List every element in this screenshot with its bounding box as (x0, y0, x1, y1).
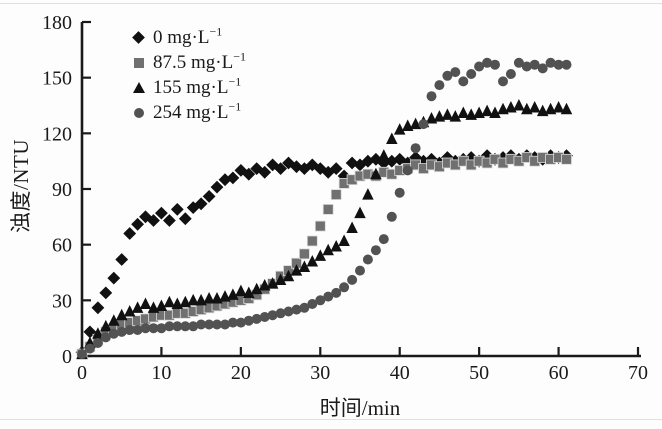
y-tick-label: 180 (42, 12, 72, 34)
series-square (76, 152, 572, 360)
legend: 0 mg·L−1 87.5 mg·L−1 155 mg·L−1 254 mg·L… (131, 25, 246, 125)
legend-label: 254 mg·L−1 (153, 99, 242, 123)
series-circle (77, 57, 572, 360)
legend-label: 87.5 mg·L−1 (153, 49, 246, 73)
x-axis-title: 时间/min (319, 396, 401, 420)
x-tick-label: 70 (628, 362, 648, 384)
y-tick-label: 120 (42, 123, 72, 145)
x-tick-label: 50 (469, 362, 489, 384)
x-tick-label: 30 (310, 362, 330, 384)
x-tick-label: 40 (390, 362, 410, 384)
y-tick-label: 30 (52, 290, 72, 312)
x-tick-label: 0 (77, 362, 87, 384)
legend-label: 155 mg·L−1 (153, 74, 242, 98)
y-tick-label: 60 (52, 235, 72, 257)
y-tick-label: 0 (62, 346, 72, 368)
bottom-rule (0, 419, 662, 420)
diamond-marker-icon (131, 31, 146, 44)
legend-label: 0 mg·L−1 (153, 24, 223, 48)
axes: 0 30 60 90 120 150 180 0 10 20 30 40 50 60 70 (42, 12, 648, 384)
y-tick-label: 90 (52, 179, 72, 201)
legend-item-87-5mg: 87.5 mg·L−1 (131, 50, 246, 75)
y-tick-label: 150 (42, 68, 72, 90)
legend-item-254mg: 254 mg·L−1 (131, 100, 246, 125)
square-marker-icon (131, 57, 146, 68)
x-tick-label: 10 (151, 362, 171, 384)
circle-marker-icon (131, 107, 146, 118)
legend-item-0mg: 0 mg·L−1 (131, 25, 246, 50)
x-tick-label: 60 (549, 362, 569, 384)
x-tick-label: 20 (231, 362, 251, 384)
top-rule (0, 3, 662, 4)
y-axis-title: 浊度/NTU (9, 139, 33, 233)
triangle-marker-icon (131, 82, 146, 93)
legend-item-155mg: 155 mg·L−1 (131, 75, 246, 100)
